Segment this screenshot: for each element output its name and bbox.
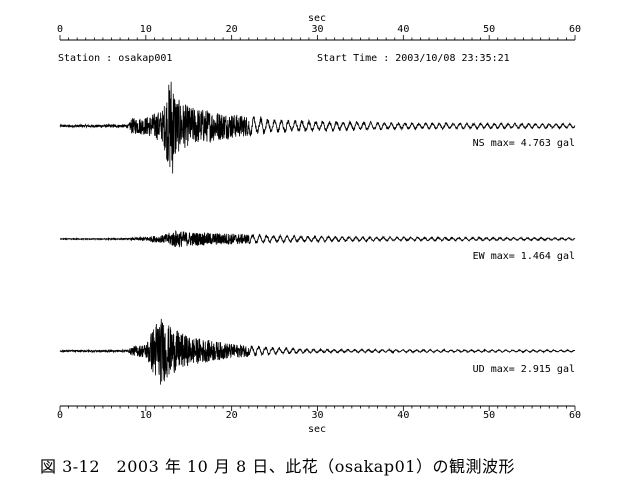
top-axis-tick-label: 0 bbox=[57, 24, 63, 35]
top-axis-label: sec bbox=[308, 13, 326, 24]
ew-waveform-trace bbox=[59, 230, 576, 248]
bottom-axis-tick-label: 20 bbox=[226, 410, 238, 421]
bottom-axis-tick-label: 50 bbox=[483, 410, 495, 421]
ud-waveform-trace bbox=[59, 318, 576, 385]
top-axis-tick-label: 50 bbox=[483, 24, 495, 35]
top-axis-tick-label: 10 bbox=[140, 24, 152, 35]
top-axis-tick-label: 30 bbox=[311, 24, 323, 35]
top-axis: 0 10 20 30 40 50 60 sec bbox=[57, 13, 581, 41]
figure-caption: 図 3-12 2003 年 10 月 8 日、此花（osakap01）の観測波形 bbox=[40, 457, 515, 476]
bottom-axis-tick-label: 60 bbox=[569, 410, 581, 421]
bottom-axis-tick-label: 40 bbox=[397, 410, 409, 421]
ew-max-label: EW max= 1.464 gal bbox=[473, 251, 575, 262]
bottom-axis-tick-label: 30 bbox=[311, 410, 323, 421]
station-label: Station : osakap001 bbox=[58, 53, 172, 64]
top-axis-tick-label: 60 bbox=[569, 24, 581, 35]
bottom-axis: 0 10 20 30 40 50 60 sec bbox=[57, 405, 581, 435]
top-axis-tick-label: 20 bbox=[226, 24, 238, 35]
bottom-axis-tick-label: 10 bbox=[140, 410, 152, 421]
bottom-axis-label: sec bbox=[308, 424, 326, 435]
ns-waveform-trace bbox=[59, 81, 576, 174]
bottom-axis-tick-label: 0 bbox=[57, 410, 63, 421]
start-time-label: Start Time : 2003/10/08 23:35:21 bbox=[317, 53, 510, 64]
ns-max-label: NS max= 4.763 gal bbox=[473, 138, 575, 149]
top-axis-tick-label: 40 bbox=[397, 24, 409, 35]
ud-max-label: UD max= 2.915 gal bbox=[473, 364, 575, 375]
